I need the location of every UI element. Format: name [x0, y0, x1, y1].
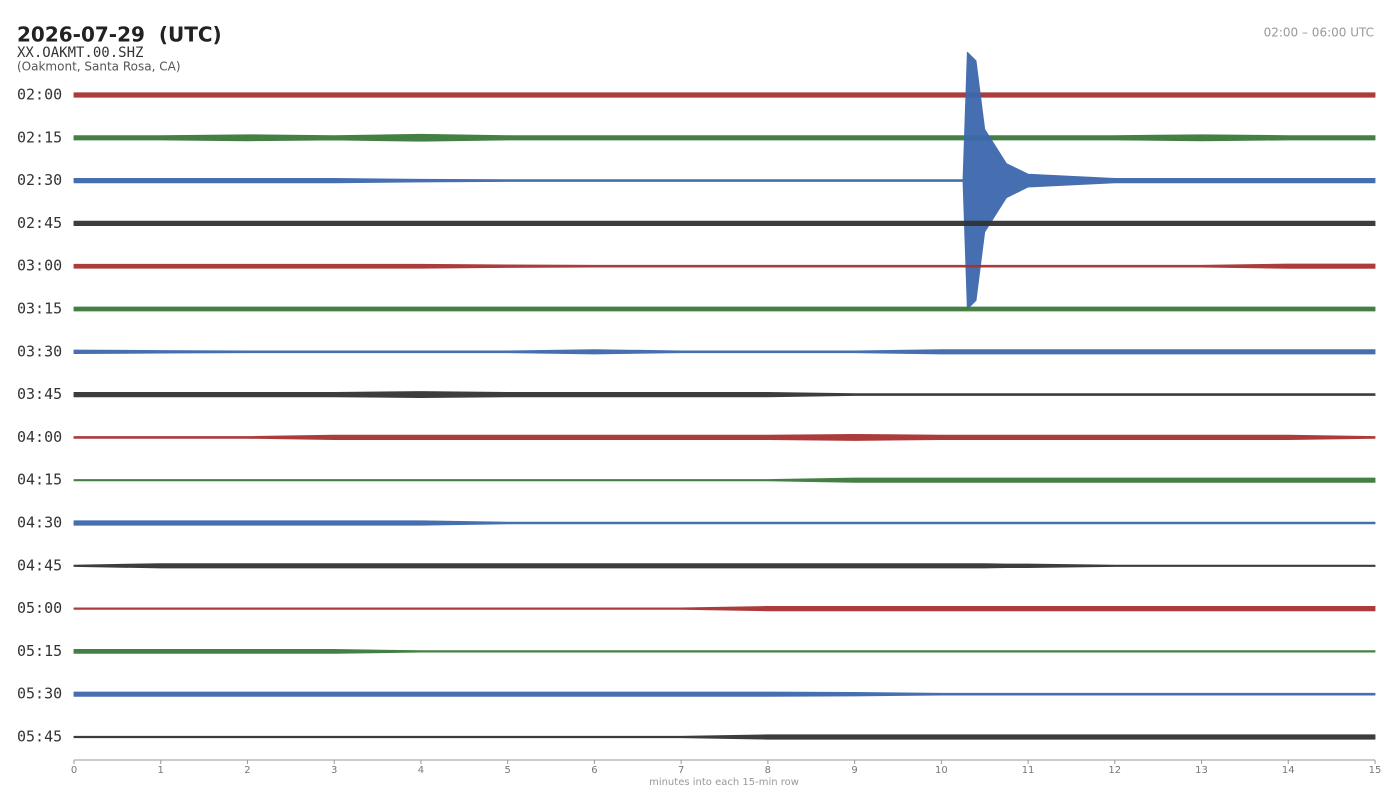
row-label: 03:00: [17, 257, 62, 275]
trace-envelope: [73, 133, 1376, 142]
x-tick-label: 11: [1022, 765, 1035, 776]
trace-envelope: [73, 263, 1376, 269]
row-label: 05:30: [17, 685, 62, 703]
row-label: 05:00: [17, 599, 62, 617]
row-label: 03:30: [17, 342, 62, 360]
trace-envelope: [73, 606, 1376, 612]
x-tick-label: 13: [1195, 765, 1208, 776]
trace-envelope: [73, 520, 1376, 526]
x-tick-label: 1: [158, 765, 164, 776]
x-tick-label: 4: [418, 765, 424, 776]
station: XX.OAKMT.00.SHZ: [17, 45, 143, 61]
x-axis-label: minutes into each 15-min row: [649, 777, 799, 788]
x-tick-label: 10: [935, 765, 948, 776]
x-tick-label: 15: [1369, 765, 1382, 776]
row-label: 02:15: [17, 128, 62, 146]
trace-envelope: [73, 306, 1376, 312]
trace-envelope: [73, 649, 1376, 654]
row-label: 04:45: [17, 556, 62, 574]
x-tick-label: 12: [1108, 765, 1121, 776]
row-label: 03:15: [17, 300, 62, 318]
trace-envelope: [73, 349, 1376, 355]
trace-envelope: [73, 734, 1376, 740]
x-tick-label: 2: [244, 765, 250, 776]
x-tick-label: 6: [591, 765, 597, 776]
time-range: 02:00 – 06:00 UTC: [1264, 26, 1374, 40]
trace-envelope: [73, 691, 1376, 697]
x-tick-label: 14: [1282, 765, 1295, 776]
trace-envelope: [73, 433, 1376, 441]
x-tick-label: 8: [765, 765, 771, 776]
x-tick-label: 5: [504, 765, 510, 776]
row-label: 04:00: [17, 428, 62, 446]
location: (Oakmont, Santa Rosa, CA): [17, 60, 181, 74]
x-tick-label: 0: [71, 765, 77, 776]
trace-envelope: [73, 51, 1376, 310]
row-label: 02:00: [17, 86, 62, 104]
trace-envelope: [73, 391, 1376, 399]
trace-envelope: [73, 477, 1376, 483]
row-label: 04:30: [17, 514, 62, 532]
row-label: 05:15: [17, 642, 62, 660]
x-tick-label: 7: [678, 765, 684, 776]
trace-envelope: [73, 220, 1376, 226]
row-label: 04:15: [17, 471, 62, 489]
trace-envelope: [73, 92, 1376, 98]
x-tick-label: 3: [331, 765, 337, 776]
row-label: 02:45: [17, 214, 62, 232]
row-label: 02:30: [17, 171, 62, 189]
chart-title: 2026-07-29 (UTC): [17, 23, 222, 47]
row-label: 05:45: [17, 728, 62, 746]
row-label: 03:45: [17, 385, 62, 403]
x-tick-label: 9: [851, 765, 857, 776]
trace-envelope: [73, 563, 1376, 569]
